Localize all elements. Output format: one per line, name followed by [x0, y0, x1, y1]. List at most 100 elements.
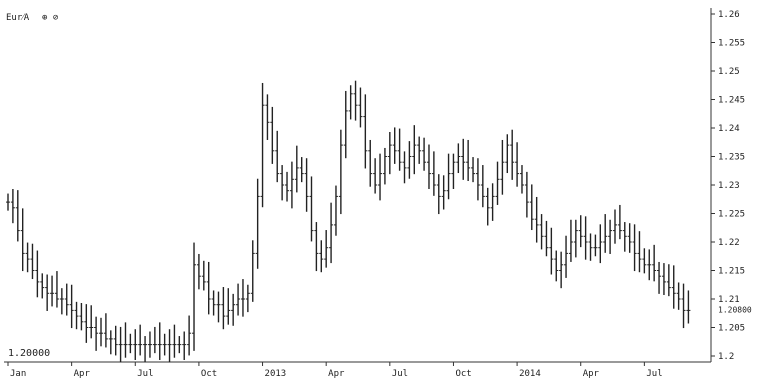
- ohlc-bar: [652, 244, 657, 282]
- ohlc-bar: [196, 253, 201, 290]
- ohlc-bar: [177, 336, 182, 354]
- price-bars: [6, 80, 691, 363]
- ohlc-bar: [138, 324, 143, 356]
- y-tick-label: 1.25: [718, 67, 740, 77]
- ohlc-bar: [206, 261, 211, 315]
- ohlc-bar: [221, 287, 226, 330]
- ohlc-bar: [245, 284, 250, 313]
- ohlc-bar: [510, 129, 515, 180]
- x-tick-label: Jul: [392, 369, 408, 379]
- ohlc-bar: [133, 329, 138, 360]
- y-tick-label: 1.2: [718, 352, 734, 362]
- ohlc-bar: [94, 316, 99, 351]
- ohlc-bar: [407, 141, 412, 179]
- ohlc-bar: [554, 250, 559, 282]
- ohlc-bar: [627, 223, 632, 253]
- y-tick-label: 1.235: [718, 153, 745, 163]
- ohlc-bar: [128, 333, 133, 354]
- x-tick-label: Jan: [10, 369, 26, 379]
- ohlc-bar: [490, 183, 495, 221]
- ohlc-bar: [113, 325, 118, 356]
- ohlc-bar: [402, 151, 407, 184]
- ohlc-bar: [441, 175, 446, 210]
- ohlc-bar: [647, 249, 652, 281]
- ohlc-bar: [642, 248, 647, 274]
- ohlc-bar: [622, 222, 627, 252]
- ohlc-bar: [54, 271, 59, 308]
- ohlc-bar: [397, 128, 402, 171]
- ohlc-bar: [422, 137, 427, 171]
- current-value-box: [712, 303, 764, 314]
- ohlc-bar: [392, 127, 397, 164]
- ohlc-bar: [74, 301, 79, 330]
- ohlc-bar: [319, 240, 324, 273]
- x-tick-label: Apr: [74, 369, 91, 379]
- ohlc-bar: [69, 284, 74, 329]
- ohlc-bar: [240, 279, 245, 317]
- y-tick-label: 1.24: [718, 124, 740, 134]
- ohlc-bar: [686, 290, 691, 324]
- ohlc-bar: [681, 283, 686, 329]
- x-tick-label: Jul: [646, 369, 662, 379]
- ohlc-bar: [6, 193, 10, 211]
- ohlc-bar: [226, 288, 231, 325]
- ohlc-bar: [534, 196, 539, 243]
- y-tick-label: 1.26: [718, 10, 740, 20]
- ohlc-bar: [103, 313, 108, 348]
- ohlc-bar: [353, 80, 358, 121]
- y-tick-label: 1.205: [718, 324, 745, 334]
- ohlc-bar: [182, 331, 187, 360]
- y-tick-label: 1.225: [718, 210, 745, 220]
- x-tick-label: 2014: [519, 369, 541, 379]
- ohlc-bar: [564, 235, 569, 278]
- ohlc-bar: [216, 291, 221, 323]
- x-tick-label: Oct: [455, 369, 471, 379]
- ohlc-bar: [588, 233, 593, 261]
- ohlc-bar: [632, 224, 637, 272]
- ohlc-bar: [348, 85, 353, 120]
- ohlc-bar: [236, 283, 241, 316]
- x-tick-label: Apr: [328, 369, 345, 379]
- ohlc-bar: [147, 331, 152, 358]
- ohlc-bar: [324, 230, 329, 268]
- ohlc-bar: [299, 157, 304, 183]
- ohlc-bar: [461, 138, 466, 180]
- ohlc-bar: [59, 288, 64, 315]
- ohlc-bar: [89, 305, 94, 339]
- ohlc-bar: [593, 234, 598, 257]
- ohlc-bar: [338, 129, 343, 215]
- ohlc-bar: [99, 317, 104, 347]
- ohlc-bar: [568, 219, 573, 262]
- ohlc-bar: [426, 144, 431, 189]
- ohlc-bar: [309, 176, 314, 242]
- ohlc-bar: [436, 174, 441, 215]
- ohlc-bar: [368, 139, 373, 187]
- ohlc-bar: [35, 250, 40, 298]
- x-tick-group: Jan Apr Jul Oct 2013 Apr Jul Oct 2014 Apr Jul: [7, 362, 663, 379]
- y-tick-group: 1.26 1.255 1.25 1.245 1.24 1.235 1.23 1.225 1.22…: [711, 10, 745, 362]
- ohlc-bar: [45, 274, 50, 311]
- ohlc-bar: [676, 282, 681, 310]
- y-tick-label: 1.215: [718, 267, 745, 277]
- ohlc-bar: [529, 184, 534, 231]
- x-tick-label: Oct: [201, 369, 217, 379]
- y-tick-label: 1.21: [718, 295, 740, 305]
- ohlc-bar: [192, 242, 197, 351]
- ohlc-bar: [431, 151, 436, 196]
- ohlc-bar: [549, 227, 554, 275]
- ohlc-bar: [358, 87, 363, 128]
- y-tick-label: 1.245: [718, 96, 745, 106]
- y-tick-label: 1.22: [718, 238, 740, 248]
- chart-controls[interactable]: ⊕ ⊘: [42, 13, 58, 23]
- ohlc-bar: [167, 329, 172, 363]
- ohlc-bar: [559, 251, 564, 289]
- ohlc-bar: [84, 304, 89, 343]
- ohlc-bar: [617, 204, 622, 240]
- ohlc-bar: [363, 94, 368, 169]
- ohlc-bar: [495, 161, 500, 205]
- ohlc-bar: [143, 336, 148, 363]
- ohlc-bar: [485, 187, 490, 226]
- ohlc-bar: [15, 190, 20, 242]
- ohlc-bar: [661, 263, 666, 296]
